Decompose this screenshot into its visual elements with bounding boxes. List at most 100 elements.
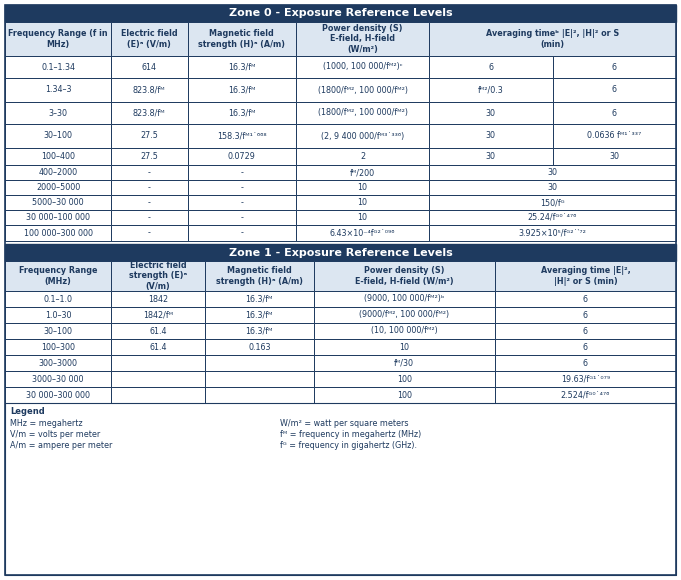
Bar (552, 56, 676, 78)
Bar (495, 387, 676, 403)
Bar (429, 180, 676, 195)
Text: 3–30: 3–30 (48, 108, 67, 118)
Bar (205, 387, 314, 403)
Bar (314, 339, 495, 355)
Text: 19.63/fᴳ¹˙⁰⁷⁹: 19.63/fᴳ¹˙⁰⁷⁹ (561, 375, 610, 383)
Bar (552, 78, 676, 102)
Bar (314, 307, 495, 323)
Text: 10: 10 (358, 183, 368, 192)
Bar (5, 261, 111, 291)
Text: 158.3/fᴹ¹˙⁶⁶⁸: 158.3/fᴹ¹˙⁶⁶⁸ (217, 132, 267, 140)
Bar (111, 387, 205, 403)
Text: 6: 6 (583, 358, 588, 368)
Text: -: - (148, 198, 151, 207)
Text: Electric field
(E)ᵃ (V/m): Electric field (E)ᵃ (V/m) (121, 30, 178, 49)
Text: 30: 30 (486, 108, 496, 118)
Text: 25.24/fᴳ⁰˙⁴⁷⁶: 25.24/fᴳ⁰˙⁴⁷⁶ (528, 213, 577, 222)
Bar (187, 78, 296, 102)
Text: Legend: Legend (10, 407, 45, 416)
Text: 0.163: 0.163 (248, 343, 270, 351)
Text: Magnetic field
strength (H)ᵃ (A/m): Magnetic field strength (H)ᵃ (A/m) (198, 30, 285, 49)
Text: 61.4: 61.4 (149, 343, 167, 351)
Bar (296, 148, 429, 165)
Bar (296, 225, 429, 241)
Text: W/m² = watt per square meters: W/m² = watt per square meters (280, 419, 409, 428)
Bar (111, 56, 187, 78)
Text: fᴹ/30: fᴹ/30 (394, 358, 414, 368)
Bar (5, 323, 111, 339)
Bar (314, 371, 495, 387)
Bar (314, 291, 495, 307)
Bar (187, 225, 296, 241)
Bar (205, 323, 314, 339)
Text: 30: 30 (548, 168, 558, 177)
Bar (495, 339, 676, 355)
Bar (5, 124, 111, 148)
Text: 30: 30 (609, 152, 619, 161)
Text: 10: 10 (399, 343, 409, 351)
Text: 27.5: 27.5 (140, 132, 158, 140)
Text: (2, 9 400 000/fᴹ³˙³³⁶): (2, 9 400 000/fᴹ³˙³³⁶) (321, 132, 405, 140)
Text: (1800/fᴹ², 100 000/fᴹ²): (1800/fᴹ², 100 000/fᴹ²) (317, 85, 408, 95)
Text: 61.4: 61.4 (149, 327, 167, 335)
Text: MHz = megahertz: MHz = megahertz (10, 419, 82, 428)
Bar (5, 78, 111, 102)
Text: Averaging timeᵇ |E|², |H|² or S
(min): Averaging timeᵇ |E|², |H|² or S (min) (486, 30, 619, 49)
Bar (429, 22, 676, 56)
Bar (187, 195, 296, 210)
Text: 5000–30 000: 5000–30 000 (32, 198, 84, 207)
Bar (111, 210, 187, 225)
Bar (429, 195, 676, 210)
Text: 30 000–300 000: 30 000–300 000 (26, 390, 90, 400)
Text: 6: 6 (583, 295, 588, 303)
Text: 2: 2 (360, 152, 365, 161)
Bar (111, 165, 187, 180)
Text: 2.524/fᴳ⁰˙⁴⁷⁶: 2.524/fᴳ⁰˙⁴⁷⁶ (560, 390, 610, 400)
Text: fᴹ²/0.3: fᴹ²/0.3 (478, 85, 504, 95)
Text: 30: 30 (486, 152, 496, 161)
Bar (296, 78, 429, 102)
Text: -: - (240, 198, 243, 207)
Bar (429, 78, 552, 102)
Text: 30–100: 30–100 (44, 132, 72, 140)
Bar (495, 355, 676, 371)
Text: 1842: 1842 (148, 295, 168, 303)
Bar (429, 210, 676, 225)
Text: Magnetic field
strength (H)ᵃ (A/m): Magnetic field strength (H)ᵃ (A/m) (216, 266, 303, 286)
Bar (205, 261, 314, 291)
Text: 300–3000: 300–3000 (39, 358, 78, 368)
Bar (429, 56, 552, 78)
Bar (205, 355, 314, 371)
Bar (111, 195, 187, 210)
Bar (552, 148, 676, 165)
Bar (111, 124, 187, 148)
Bar (429, 225, 676, 241)
Bar (552, 102, 676, 124)
Text: (9000, 100 000/fᴹ²)ᵇ: (9000, 100 000/fᴹ²)ᵇ (364, 295, 445, 303)
Text: Frequency Range (f in
MHz): Frequency Range (f in MHz) (8, 30, 108, 49)
Bar (296, 180, 429, 195)
Text: -: - (240, 183, 243, 192)
Text: -: - (240, 213, 243, 222)
Bar (429, 124, 552, 148)
Bar (111, 307, 205, 323)
Bar (429, 148, 552, 165)
Bar (187, 22, 296, 56)
Text: fᴹ/200: fᴹ/200 (350, 168, 375, 177)
Text: 1842/fᴹ: 1842/fᴹ (143, 310, 173, 320)
Text: 150/fᴳ: 150/fᴳ (540, 198, 565, 207)
Text: 100–400: 100–400 (41, 152, 75, 161)
Bar (111, 323, 205, 339)
Bar (205, 307, 314, 323)
Text: 0.1–1.34: 0.1–1.34 (41, 63, 75, 71)
Bar (495, 307, 676, 323)
Bar (111, 148, 187, 165)
Bar (111, 102, 187, 124)
Text: (9000/fᴹ², 100 000/fᴹ²): (9000/fᴹ², 100 000/fᴹ²) (359, 310, 449, 320)
Bar (5, 56, 111, 78)
Text: fᴹ = frequency in megahertz (MHz): fᴹ = frequency in megahertz (MHz) (280, 430, 422, 439)
Bar (5, 387, 111, 403)
Text: Zone 0 - Exposure Reference Levels: Zone 0 - Exposure Reference Levels (229, 9, 452, 19)
Bar (187, 180, 296, 195)
Text: 100 000–300 000: 100 000–300 000 (24, 229, 93, 237)
